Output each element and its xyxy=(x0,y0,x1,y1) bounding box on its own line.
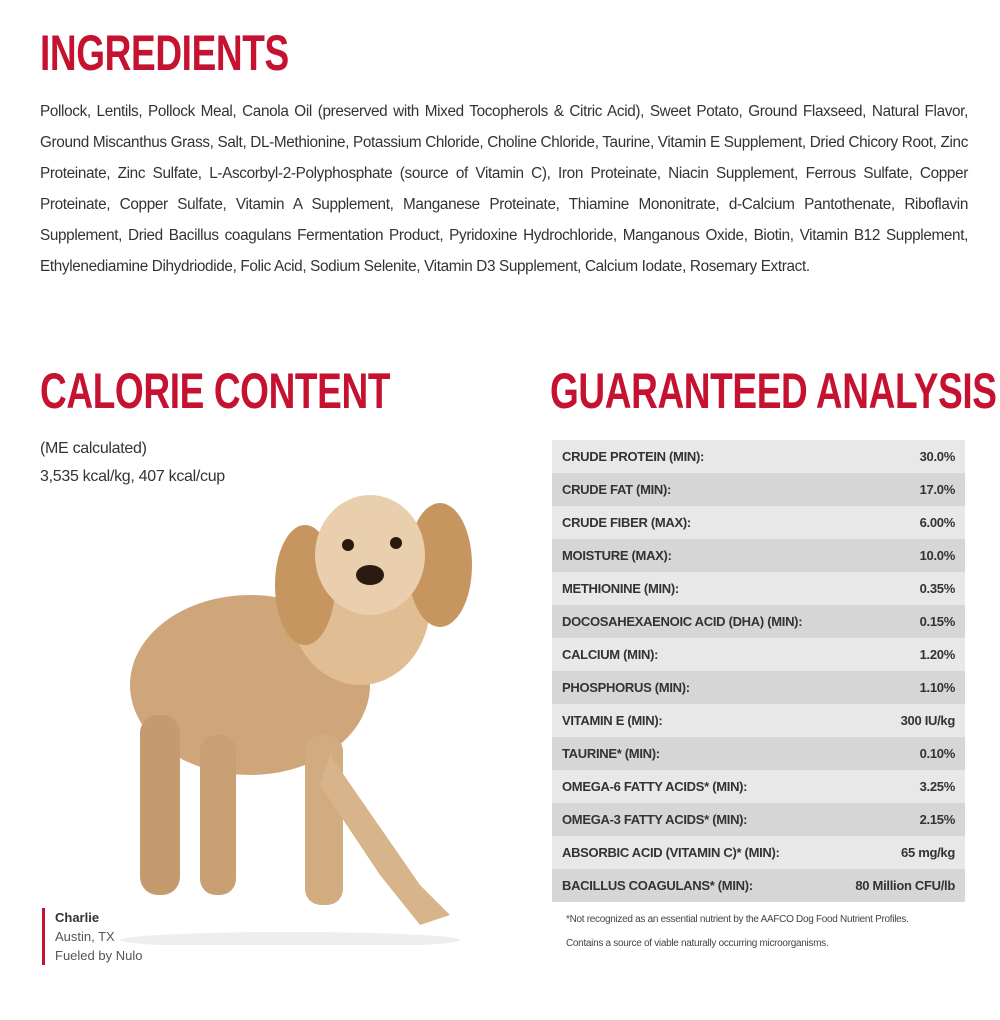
nutrient-value: 0.10% xyxy=(919,746,956,761)
footnote: Contains a source of viable naturally oc… xyxy=(566,938,829,949)
analysis-row: TAURINE* (MIN): 0.10% xyxy=(552,737,965,770)
nutrient-name: METHIONINE (MIN): xyxy=(562,581,679,596)
analysis-row: OMEGA-3 FATTY ACIDS* (MIN): 2.15% xyxy=(552,803,965,836)
nutrient-name: MOISTURE (MAX): xyxy=(562,548,672,563)
nutrient-value: 1.10% xyxy=(919,680,956,695)
nutrient-name: BACILLUS COAGULANS* (MIN): xyxy=(562,878,753,893)
nutrient-value: 65 mg/kg xyxy=(901,845,955,860)
analysis-row: CRUDE FAT (MIN): 17.0% xyxy=(552,473,965,506)
nutrient-name: DOCOSAHEXAENOIC ACID (DHA) (MIN): xyxy=(562,614,803,629)
nutrient-name: CRUDE FAT (MIN): xyxy=(562,482,672,497)
calorie-title: CALORIE CONTENT xyxy=(40,363,391,419)
footnote: *Not recognized as an essential nutrient… xyxy=(566,914,909,925)
nutrient-name: CRUDE PROTEIN (MIN): xyxy=(562,449,705,464)
analysis-row: DOCOSAHEXAENOIC ACID (DHA) (MIN): 0.15% xyxy=(552,605,965,638)
dog-photo xyxy=(120,495,472,945)
caption: Charlie Austin, TX Fueled by Nulo xyxy=(42,908,142,965)
ingredients-title: INGREDIENTS xyxy=(40,25,289,81)
analysis-row: OMEGA-6 FATTY ACIDS* (MIN): 3.25% xyxy=(552,770,965,803)
nutrient-value: 0.15% xyxy=(919,614,956,629)
nutrient-name: CRUDE FIBER (MAX): xyxy=(562,515,691,530)
nutrient-value: 80 Million CFU/lb xyxy=(855,878,955,893)
nutrient-value: 10.0% xyxy=(919,548,956,563)
nutrient-value: 1.20% xyxy=(919,647,956,662)
calorie-line: (ME calculated) xyxy=(40,440,147,457)
nutrient-name: PHOSPHORUS (MIN): xyxy=(562,680,690,695)
nutrient-name: TAURINE* (MIN): xyxy=(562,746,660,761)
nutrient-value: 0.35% xyxy=(919,581,956,596)
ingredients-text: Pollock, Lentils, Pollock Meal, Canola O… xyxy=(40,103,968,275)
analysis-row: METHIONINE (MIN): 0.35% xyxy=(552,572,965,605)
analysis-row: PHOSPHORUS (MIN): 1.10% xyxy=(552,671,965,704)
analysis-table: CRUDE PROTEIN (MIN): 30.0% CRUDE FAT (MIN)… xyxy=(552,440,965,902)
analysis-row: VITAMIN E (MIN): 300 IU/kg xyxy=(552,704,965,737)
nutrient-name: ABSORBIC ACID (VITAMIN C)* (MIN): xyxy=(562,845,780,860)
nutrient-value: 17.0% xyxy=(919,482,956,497)
analysis-row: CALCIUM (MIN): 1.20% xyxy=(552,638,965,671)
dog-tagline: Fueled by Nulo xyxy=(55,948,143,963)
nutrient-value: 3.25% xyxy=(919,779,956,794)
nutrient-value: 30.0% xyxy=(919,449,956,464)
nutrient-name: OMEGA-6 FATTY ACIDS* (MIN): xyxy=(562,779,748,794)
nutrient-value: 2.15% xyxy=(919,812,956,827)
analysis-title: GUARANTEED ANALYSIS xyxy=(550,363,997,419)
dog-name: Charlie xyxy=(55,910,100,925)
nutrient-value: 6.00% xyxy=(919,515,956,530)
calorie-line: 3,535 kcal/kg, 407 kcal/cup xyxy=(40,468,225,485)
analysis-row: ABSORBIC ACID (VITAMIN C)* (MIN): 65 mg/k… xyxy=(552,836,965,869)
analysis-row: CRUDE FIBER (MAX): 6.00% xyxy=(552,506,965,539)
analysis-row: CRUDE PROTEIN (MIN): 30.0% xyxy=(552,440,965,473)
nutrient-name: VITAMIN E (MIN): xyxy=(562,713,663,728)
analysis-row: BACILLUS COAGULANS* (MIN): 80 Million CFU… xyxy=(552,869,965,902)
analysis-row: MOISTURE (MAX): 10.0% xyxy=(552,539,965,572)
nutrient-name: CALCIUM (MIN): xyxy=(562,647,659,662)
dog-location: Austin, TX xyxy=(55,929,115,944)
nutrient-value: 300 IU/kg xyxy=(900,713,956,728)
nutrient-name: OMEGA-3 FATTY ACIDS* (MIN): xyxy=(562,812,748,827)
